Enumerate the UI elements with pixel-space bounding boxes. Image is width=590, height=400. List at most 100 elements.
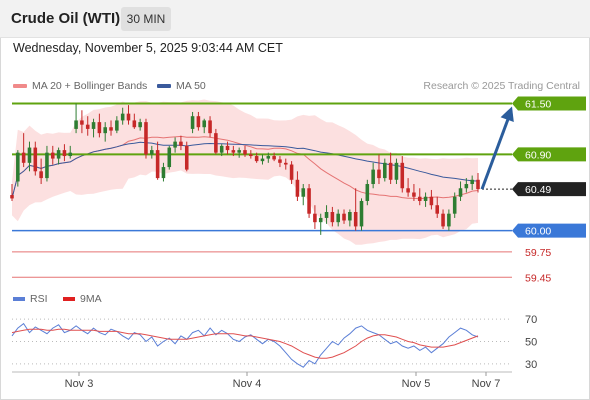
candle [330, 206, 335, 227]
candle [39, 158, 43, 185]
ma9-swatch [63, 297, 75, 302]
candle [295, 171, 300, 201]
candle [167, 145, 172, 170]
candle-body [219, 145, 224, 153]
candle [115, 116, 119, 134]
candle [470, 175, 474, 190]
legend-rsi-label: RSI [30, 293, 48, 305]
candle [260, 154, 265, 165]
candle [56, 147, 61, 165]
x-tick-label: Nov 3 [65, 378, 94, 390]
candle [184, 141, 189, 172]
candle-body [318, 217, 323, 223]
candle [458, 181, 463, 201]
rsi-line [11, 322, 479, 368]
candle-body [10, 195, 14, 199]
candle-body [441, 213, 445, 227]
ma50-swatch [157, 84, 171, 89]
candle [243, 145, 247, 157]
candle-body [394, 162, 399, 180]
candle-body [115, 120, 119, 131]
candle [80, 110, 84, 134]
legend-ma20: MA 20 + Bollinger Bands [13, 80, 147, 92]
candle [10, 184, 14, 201]
candle [190, 111, 195, 134]
candle-body [307, 188, 311, 214]
level-tag-bg [512, 147, 586, 162]
candle [394, 158, 399, 185]
candle [254, 152, 259, 163]
candle-body [336, 213, 340, 223]
candle-body [470, 179, 474, 185]
level-label: 61.50 [525, 98, 551, 110]
instrument-title: Crude Oil (WTI) [11, 10, 121, 27]
candle [447, 209, 451, 231]
candle [423, 192, 428, 207]
candle-body [56, 150, 61, 159]
legend-ma50: MA 50 [157, 80, 206, 92]
candle-body [313, 213, 317, 223]
timeframe-button[interactable]: 30 MIN [121, 7, 171, 31]
level-label: 60.49 [525, 184, 551, 196]
legend-9ma-label: 9MA [80, 293, 102, 305]
legend-rsi: RSI [13, 293, 48, 305]
candle-body [184, 145, 189, 170]
candle [219, 144, 224, 157]
candle [97, 113, 102, 138]
candle [301, 184, 306, 206]
candle [313, 205, 317, 229]
candle [214, 128, 218, 155]
level-label: 60.90 [525, 149, 551, 161]
x-tick-label: Nov 4 [233, 378, 262, 390]
candle [33, 141, 38, 176]
candle-body [342, 213, 346, 221]
candle [202, 118, 207, 134]
level-tag-59.45: 59.45 [525, 272, 551, 284]
candle-body [388, 162, 393, 180]
candle [208, 116, 212, 138]
level-tag-bg [512, 223, 586, 238]
candle [283, 158, 288, 170]
level-label: 60.00 [525, 226, 551, 238]
candle [85, 116, 90, 136]
candle-body [359, 200, 364, 227]
candle [120, 107, 125, 125]
candle [272, 152, 276, 162]
candle-body [126, 113, 131, 121]
candle [348, 209, 352, 227]
candle-body [283, 162, 288, 165]
candle [359, 198, 364, 231]
candle-body [365, 184, 370, 201]
candle-body [260, 158, 265, 162]
rsi-tick-50: 50 [525, 337, 537, 349]
candle [417, 188, 422, 206]
candle-body [214, 133, 218, 153]
candle [365, 179, 370, 206]
candle [318, 213, 323, 235]
level-tag-61.50: 61.50 [512, 96, 586, 111]
candle-body [324, 212, 329, 218]
rsi-tick-70: 70 [525, 314, 537, 326]
candle-body [179, 141, 183, 146]
level-tag-59.75: 59.75 [525, 247, 551, 259]
candle-body [400, 162, 405, 189]
candle [16, 150, 20, 187]
level-label: 59.75 [525, 247, 551, 259]
candle-body [423, 196, 428, 201]
candle-body [249, 154, 253, 157]
candle-body [348, 212, 352, 221]
candle [91, 118, 96, 138]
candle [476, 173, 480, 193]
candle [132, 113, 137, 129]
candle [464, 178, 469, 193]
candle-body [289, 164, 294, 180]
ma20-swatch [13, 84, 27, 89]
x-tick-label: Nov 5 [402, 378, 431, 390]
candle-body [243, 150, 247, 155]
candle-body [103, 127, 107, 134]
candle-body [371, 169, 375, 185]
candle [150, 145, 154, 159]
candle-body [254, 156, 259, 162]
candle [50, 145, 55, 165]
